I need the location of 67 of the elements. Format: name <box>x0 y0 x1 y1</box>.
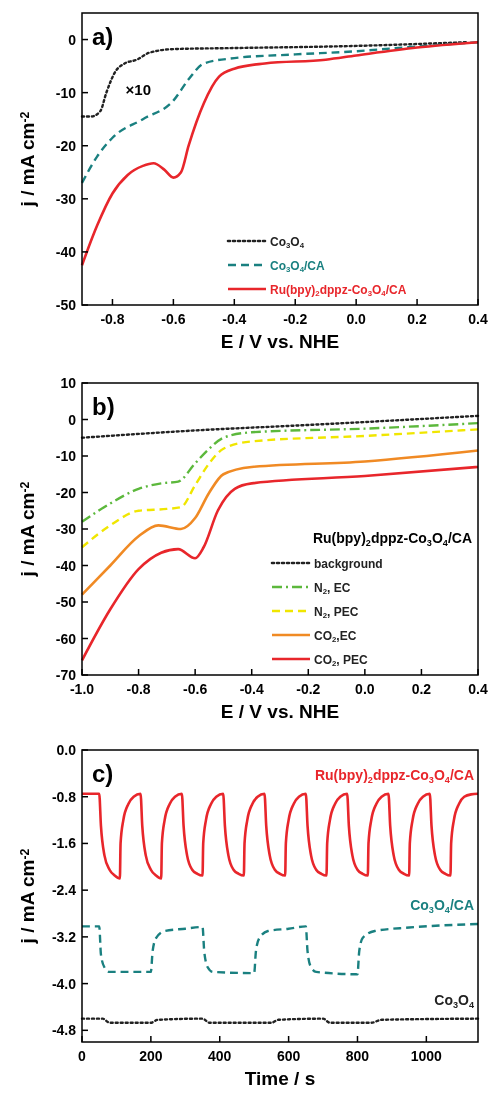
x-axis-title: E / V vs. NHE <box>220 331 340 352</box>
y-tick-label: -10 <box>55 448 77 464</box>
x-axis-title: E / V vs. NHE <box>220 701 340 722</box>
line-series <box>80 922 480 976</box>
line-series <box>80 428 480 549</box>
x-tick-label: 0.0 <box>346 311 367 327</box>
x-tick-label: -0.4 <box>239 681 264 697</box>
legend-label: background <box>314 557 383 571</box>
legend-label: CO$_{2}$, PEC <box>314 653 369 669</box>
y-tick-label: -70 <box>55 667 77 683</box>
y-tick-label: -30 <box>55 190 77 207</box>
chart-title: a) <box>92 23 114 50</box>
x-tick-label: 0.2 <box>407 311 428 327</box>
y-tick-label: -10 <box>55 84 77 101</box>
annotation: ×10 <box>125 80 152 98</box>
y-tick-label: 0.0 <box>56 742 77 758</box>
x-tick-label: -1.0 <box>69 681 95 697</box>
y-tick-label: -20 <box>55 484 77 501</box>
x-tick-label: 0.0 <box>355 681 375 697</box>
y-tick-label: -50 <box>55 594 77 610</box>
y-tick-label: -60 <box>55 630 77 647</box>
legend-label: N$_{2}$, PEC <box>314 605 359 621</box>
y-tick-label: 0 <box>68 411 77 428</box>
x-tick-label: 0.4 <box>468 311 488 327</box>
y-tick-label: -3.2 <box>51 928 77 945</box>
x-tick-label: -0.8 <box>126 681 151 697</box>
y-tick-label: 10 <box>60 375 77 391</box>
y-tick-label: -20 <box>55 137 77 154</box>
x-tick-label: 1000 <box>410 1048 443 1064</box>
x-tick-label: -0.6 <box>183 681 208 697</box>
x-axis-title: Time / s <box>244 1068 316 1089</box>
legend-label: Ru(bpy)$_{2}$dppz-Co$_{3}$O$_{4}$/CA <box>270 283 407 299</box>
line-series <box>80 449 480 596</box>
legend-label: Co$_{3}$O$_{4}$ <box>270 235 305 251</box>
x-tick-label: 400 <box>208 1048 232 1064</box>
legend-label: CO$_{2}$,EC <box>314 629 357 645</box>
x-tick-label: -0.6 <box>161 311 186 327</box>
x-tick-label: 0.4 <box>468 681 488 697</box>
y-tick-label: -4.0 <box>51 975 77 992</box>
y-tick-label: -50 <box>55 297 77 313</box>
legend-title: Ru(bpy)$_{2}$dppz-Co$_{3}$O$_{4}$/CA <box>312 530 472 548</box>
series-label: Co$_{3}$O$_{4}$/CA <box>410 897 474 915</box>
x-tick-label: -0.2 <box>283 311 308 327</box>
x-tick-label: 600 <box>276 1048 301 1064</box>
line-series <box>80 421 480 523</box>
y-tick-label: -4.8 <box>51 1022 77 1039</box>
y-tick-label: -2.4 <box>51 882 77 899</box>
x-tick-label: 200 <box>139 1048 163 1064</box>
y-tick-label: -40 <box>55 557 77 574</box>
chart-title: b) <box>92 393 115 420</box>
series-label: Co$_{3}$O$_{4}$ <box>434 991 475 1010</box>
line-series <box>80 792 480 880</box>
y-tick-label: -1.6 <box>51 835 77 852</box>
x-tick-label: -0.8 <box>100 311 125 327</box>
x-tick-label: -0.2 <box>296 681 321 697</box>
x-tick-label: 0 <box>78 1048 87 1064</box>
y-tick-label: -40 <box>55 243 77 260</box>
series-label: Ru(bpy)$_{2}$dppz-Co$_{3}$O$_{4}$/CA <box>314 766 474 785</box>
legend-label: N$_{2}$, EC <box>314 581 351 597</box>
chart-title: c) <box>92 760 114 787</box>
legend-label: Co$_{3}$O$_{4}$/CA <box>270 259 326 275</box>
y-tick-label: 0 <box>68 31 77 48</box>
x-tick-label: 0.2 <box>411 681 432 697</box>
x-tick-label: -0.4 <box>222 311 247 327</box>
x-tick-label: 800 <box>345 1048 370 1064</box>
y-tick-label: -30 <box>55 521 77 537</box>
y-tick-label: -0.8 <box>51 788 77 805</box>
